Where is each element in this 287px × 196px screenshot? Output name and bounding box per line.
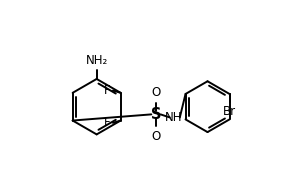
Text: NH₂: NH₂ (86, 54, 108, 67)
Text: F: F (104, 84, 111, 97)
Text: O: O (151, 86, 160, 99)
Text: S: S (151, 107, 161, 122)
Text: F: F (104, 116, 111, 129)
Text: O: O (151, 130, 160, 143)
Text: Br: Br (223, 105, 236, 118)
Text: NH: NH (165, 111, 183, 124)
